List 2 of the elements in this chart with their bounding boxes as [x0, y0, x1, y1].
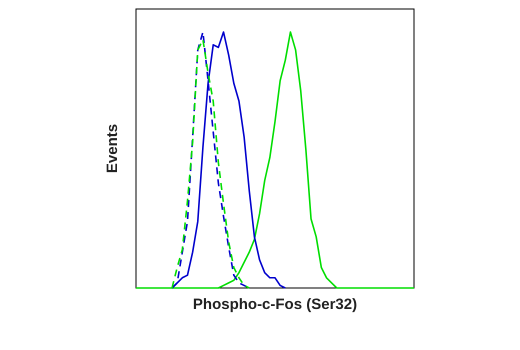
- y-axis-title: Events: [104, 124, 122, 174]
- x-axis-title: Phospho-c-Fos (Ser32): [192, 296, 358, 314]
